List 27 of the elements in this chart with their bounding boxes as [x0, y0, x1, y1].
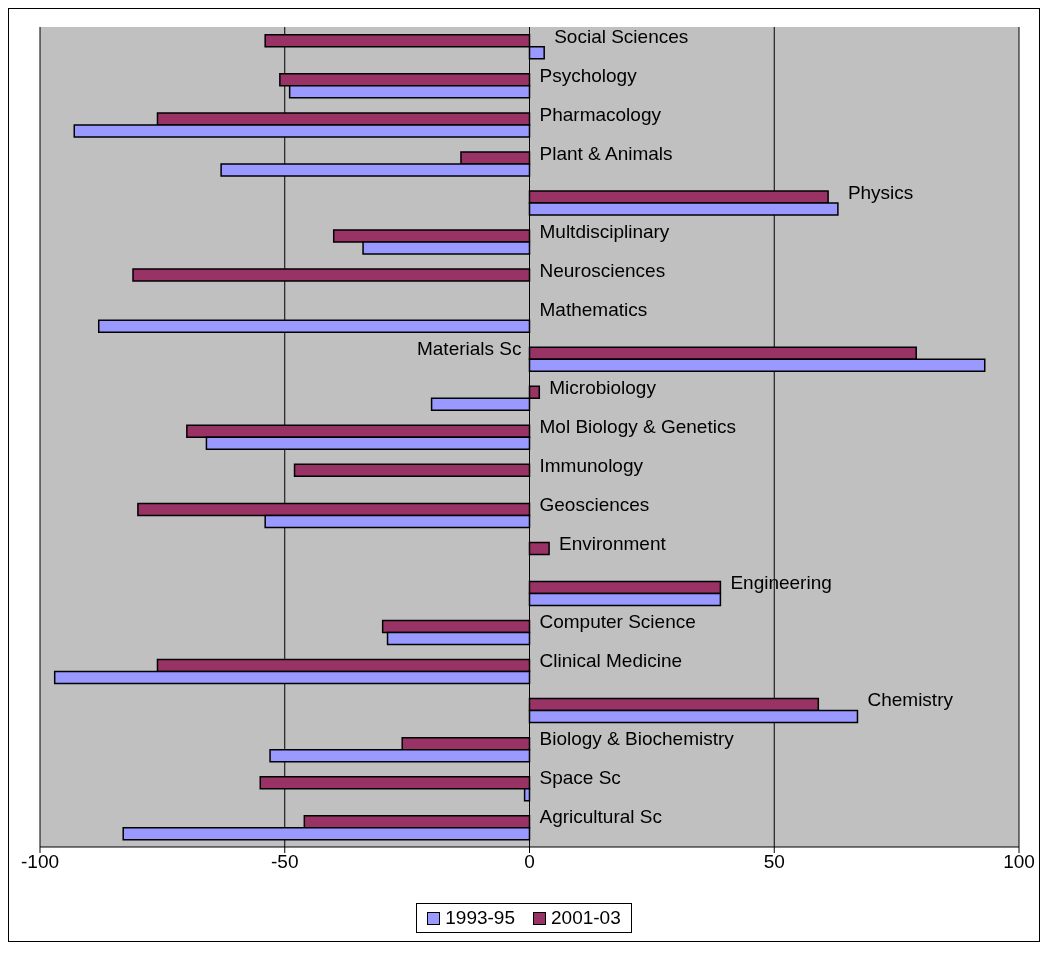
y-tick-label: Mol Biology & Genetics	[539, 416, 736, 437]
y-tick-label: Microbiology	[549, 376, 657, 398]
y-tick-label: Agricultural Sc	[539, 806, 662, 828]
y-tick-label: Space Sc	[539, 767, 621, 789]
y-tick-label: Geosciences	[539, 494, 650, 516]
x-tick-label: -50	[271, 851, 299, 873]
y-tick-label: Computer Science	[539, 611, 696, 633]
y-tick-label: Clinical Medicine	[539, 650, 683, 672]
legend-label: 1993-95	[445, 907, 515, 929]
legend-label: 2001-03	[551, 907, 621, 929]
y-tick-label: Social Sciences	[554, 25, 689, 47]
y-tick-label: Physics	[847, 181, 914, 203]
y-tick-label: Immunology	[539, 455, 644, 477]
y-tick-label: Materials Sc	[416, 337, 522, 359]
x-tick-label: -100	[20, 851, 60, 873]
y-tick-label: Multdisciplinary	[539, 220, 670, 242]
y-tick-label: Pharmacology	[539, 103, 662, 125]
y-tick-label: Environment	[559, 533, 667, 555]
x-tick-label: 100	[1003, 851, 1035, 873]
x-tick-label: 0	[524, 851, 535, 873]
y-tick-label: Plant & Animals	[539, 142, 673, 164]
y-tick-label: Chemistry	[867, 689, 954, 711]
y-tick-label: Psychology	[539, 64, 638, 86]
x-tick-label: 50	[763, 851, 785, 873]
y-tick-label: Biology & Biochemistry	[539, 728, 735, 750]
y-tick-label: Mathematics	[539, 298, 648, 320]
y-tick-label: Neurosciences	[539, 259, 666, 281]
